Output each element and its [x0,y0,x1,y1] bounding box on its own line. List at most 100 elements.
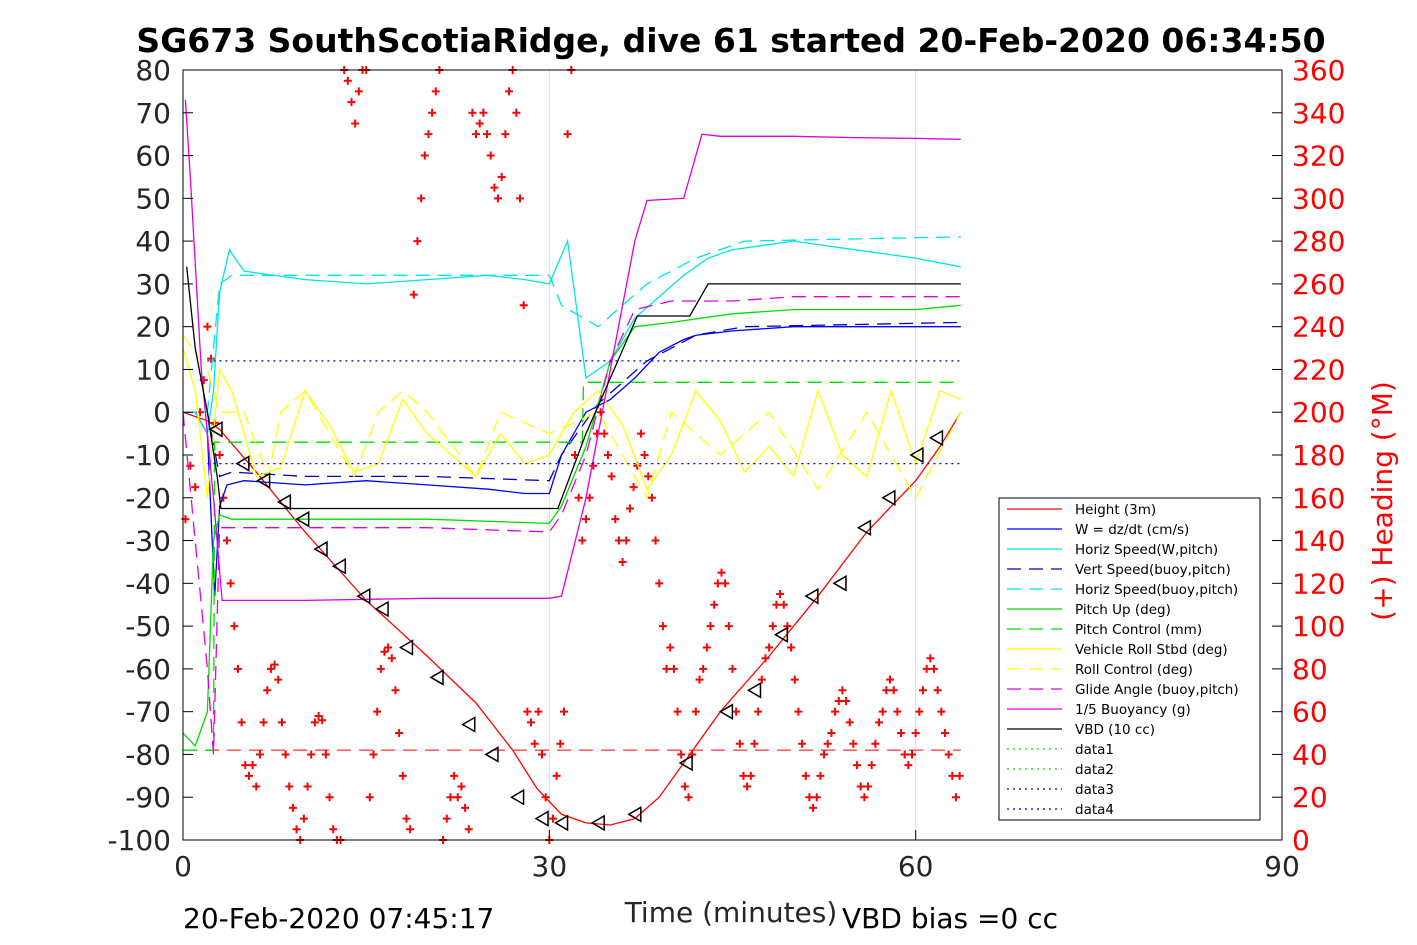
triangle-marker [398,639,414,656]
heading-point [948,771,957,780]
legend-label: Roll Control (deg) [1075,662,1193,678]
series-line-horiz-speed-buoy-pitch [183,236,961,413]
heading-point [735,739,744,748]
triangle-marker [331,557,347,575]
heading-point [666,643,675,652]
heading-point [431,87,440,96]
heading-point [446,793,455,802]
heading-point [918,686,927,695]
heading-point [772,600,781,609]
heading-point [845,718,854,727]
heading-point [299,814,308,823]
heading-point [516,194,525,203]
right-y-tick-label: 360 [1292,54,1345,87]
heading-point [622,536,631,545]
heading-point [424,130,433,139]
heading-point [442,814,451,823]
left-y-tick-label: -90 [125,781,171,814]
heading-point [354,87,363,96]
heading-point [380,647,389,656]
heading-point [878,707,887,716]
heading-point [475,119,484,128]
legend-label: Vert Speed(buoy,pitch) [1075,562,1231,578]
heading-point [479,108,488,117]
heading-point [406,825,415,834]
heading-point [838,686,847,695]
heading-point [955,771,964,780]
footer-vbd-bias: VBD bias =0 cc [842,902,1058,935]
heading-point [321,750,330,759]
legend-label: data4 [1075,802,1114,818]
heading-point [765,643,774,652]
left-y-tick-label: -80 [125,738,171,771]
heading-point [457,782,466,791]
axis-ticks: 0 30 60 9080706050403020100-10-20-30-40-50-… [107,54,1345,883]
legend-label: data3 [1075,782,1114,798]
heading-point [373,707,382,716]
heading-point [314,711,323,720]
legend-label: Pitch Control (mm) [1075,622,1202,638]
heading-point [387,654,396,663]
heading-point [285,782,294,791]
heading-point [468,108,477,117]
heading-point [691,707,700,716]
left-y-tick-label: 0 [153,396,171,429]
heading-point [277,718,286,727]
heading-point [677,750,686,759]
left-y-tick-label: -70 [125,696,171,729]
right-y-tick-label: 80 [1292,653,1328,686]
heading-point [644,472,653,481]
heading-point [241,761,250,770]
heading-point [754,707,763,716]
triangle-marker [590,814,605,832]
x-tick-label: 60 [898,850,934,883]
heading-point [651,536,660,545]
legend-label: VBD (10 cc) [1075,722,1155,738]
heading-point [472,130,481,139]
heading-point [875,718,884,727]
heading-point [706,622,715,631]
heading-point [266,664,275,673]
heading-point [684,793,693,802]
heading-point [281,750,290,759]
heading-point [556,739,565,748]
heading-point [207,354,216,363]
footer-timestamp: 20-Feb-2020 07:45:17 [183,902,494,935]
heading-point [534,707,543,716]
x-tick-label: 30 [532,850,568,883]
heading-point [816,771,825,780]
triangle-marker [295,510,310,528]
heading-point [640,451,649,459]
heading-point [222,536,231,545]
heading-point [746,771,755,780]
heading-point [310,718,319,727]
triangle-marker [534,810,549,827]
heading-point [893,707,902,716]
heading-point [494,194,503,203]
legend-box [998,497,1261,821]
heading-point [585,493,594,502]
legend-label: Horiz Speed(buoy,pitch) [1075,582,1238,598]
heading-point [757,675,766,684]
heading-point [794,707,803,716]
heading-point [563,130,572,139]
heading-point [259,718,268,727]
heading-point [255,750,264,759]
heading-point [307,750,316,759]
heading-point [413,237,422,246]
heading-point [739,771,748,780]
triangle-marker [678,754,693,772]
triangle-marker [627,806,642,823]
heading-point [669,664,678,673]
heading-point [798,739,807,748]
heading-point [662,664,671,673]
legend-label: Horiz Speed(W,pitch) [1075,542,1218,558]
heading-point [702,643,711,652]
triangle-marker [313,540,328,558]
heading-point [750,739,759,748]
heading-point [809,803,818,812]
legend-label: 1/5 Buoyancy (g) [1075,702,1191,718]
right-y-tick-label: 0 [1292,824,1310,857]
heading-point [226,579,235,588]
right-y-tick-label: 180 [1292,439,1345,472]
